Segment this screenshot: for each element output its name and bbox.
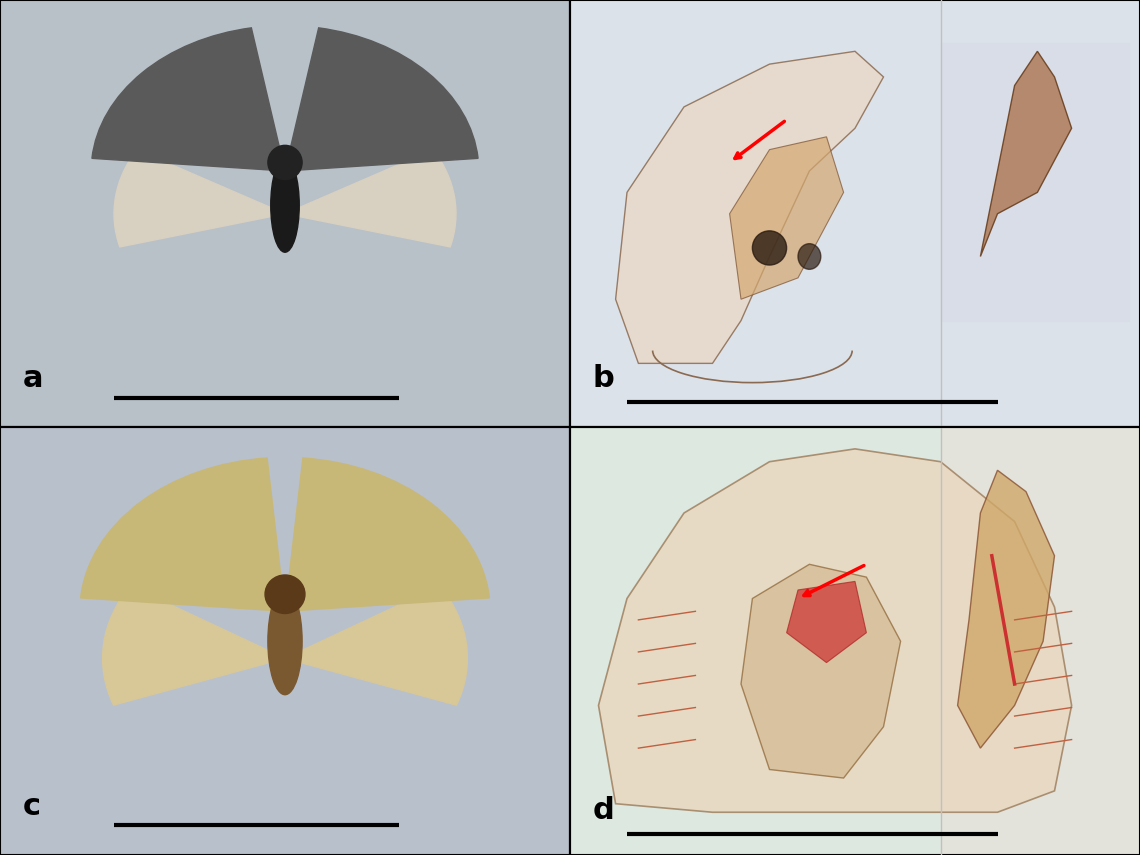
Bar — [940, 43, 1129, 321]
Ellipse shape — [268, 145, 302, 180]
Polygon shape — [598, 449, 1072, 812]
Ellipse shape — [264, 575, 306, 614]
Polygon shape — [958, 470, 1054, 748]
Ellipse shape — [752, 231, 787, 265]
Text: d: d — [593, 796, 614, 825]
Wedge shape — [114, 150, 285, 247]
Text: c: c — [23, 792, 41, 821]
Wedge shape — [103, 586, 285, 705]
Wedge shape — [285, 28, 478, 171]
Wedge shape — [285, 586, 467, 705]
Polygon shape — [616, 51, 884, 363]
Wedge shape — [285, 458, 489, 611]
Polygon shape — [787, 581, 866, 663]
Ellipse shape — [271, 158, 299, 252]
Polygon shape — [980, 51, 1072, 256]
Bar — [940, 428, 1140, 855]
Polygon shape — [741, 564, 901, 778]
Wedge shape — [92, 28, 285, 171]
Ellipse shape — [268, 588, 302, 694]
Text: b: b — [593, 364, 614, 393]
Text: a: a — [23, 364, 43, 393]
Wedge shape — [81, 458, 285, 611]
Wedge shape — [285, 150, 456, 247]
Polygon shape — [730, 137, 844, 299]
Ellipse shape — [798, 244, 821, 269]
